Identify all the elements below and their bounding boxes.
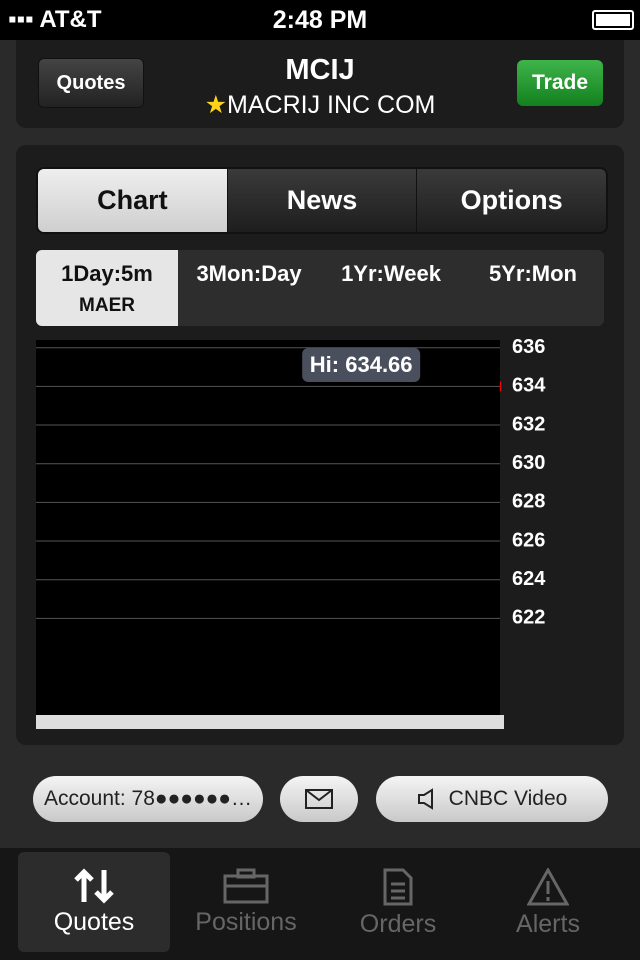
y-tick-label: 624: [512, 568, 546, 590]
video-text: CNBC Video: [448, 787, 568, 810]
tab[interactable]: Alerts: [472, 852, 624, 952]
tab-icon: [223, 868, 269, 904]
time: 2:48 PM: [272, 6, 368, 34]
period[interactable]: 1Day:5m MAER: [36, 250, 178, 326]
segment[interactable]: News: [226, 169, 417, 232]
hi-label: Hi: 634.66: [310, 352, 413, 377]
favorite-star[interactable]: ★: [204, 91, 228, 119]
period-label: 1Day:5m: [61, 261, 153, 286]
trade-button[interactable]: Trade: [517, 60, 603, 106]
video-button[interactable]: CNBC Video: [376, 776, 608, 822]
tab-label: Quotes: [53, 908, 135, 936]
y-tick-label: 628: [512, 491, 545, 513]
segment[interactable]: Chart: [38, 169, 227, 232]
tab-label: Orders: [359, 910, 437, 938]
back-button[interactable]: Quotes: [38, 58, 144, 108]
account-button[interactable]: Account: 78●●●●●●…: [33, 776, 263, 822]
account-text: Account: 78●●●●●●…: [43, 787, 252, 810]
tab[interactable]: Orders: [322, 852, 474, 952]
segment[interactable]: Options: [416, 169, 606, 232]
y-tick-label: 632: [512, 413, 545, 435]
status-bar: ▪▪▪ AT&T 2:48 PM: [0, 0, 640, 40]
company-name: MACRIJ INC COM: [227, 91, 436, 119]
tab[interactable]: Positions: [170, 852, 322, 952]
period-sub: MAER: [79, 295, 135, 316]
segmented-control: Chart News Options: [36, 167, 608, 234]
period[interactable]: 5Yr:Mon: [489, 261, 577, 286]
hi-badge: [302, 348, 421, 382]
period[interactable]: 1Yr:Week: [341, 261, 441, 286]
symbol: MCIJ: [285, 54, 355, 86]
y-tick-label: 634: [512, 375, 546, 397]
carrier-text: AT&T: [39, 6, 102, 33]
speaker-icon: [417, 788, 433, 810]
period[interactable]: 3Mon:Day: [196, 261, 302, 286]
tab-label: Alerts: [516, 910, 580, 938]
tab-icon: [527, 868, 569, 906]
period-tabs: 1Day:5m MAER 3Mon:Day 1Yr:Week 5Yr:Mon: [36, 250, 604, 326]
tab-icon: [383, 868, 413, 906]
tab-label: Positions: [195, 908, 297, 936]
y-tick-label: 630: [512, 452, 545, 474]
tab[interactable]: Quotes: [18, 852, 170, 952]
scrubber: [36, 715, 504, 729]
y-tick-label: 626: [512, 529, 545, 551]
y-tick-label: 636: [512, 336, 545, 358]
mail-icon: [305, 789, 333, 809]
y-tick-label: 622: [512, 607, 545, 629]
mail-button[interactable]: [280, 776, 358, 822]
nav-bar: Quotes MCIJ ★MACRIJ INC COM Trade: [16, 40, 624, 128]
chart-bg: [36, 340, 500, 715]
battery: [592, 10, 634, 30]
tab-icon: [74, 868, 114, 904]
carrier: ▪▪▪ AT&T: [8, 6, 102, 33]
